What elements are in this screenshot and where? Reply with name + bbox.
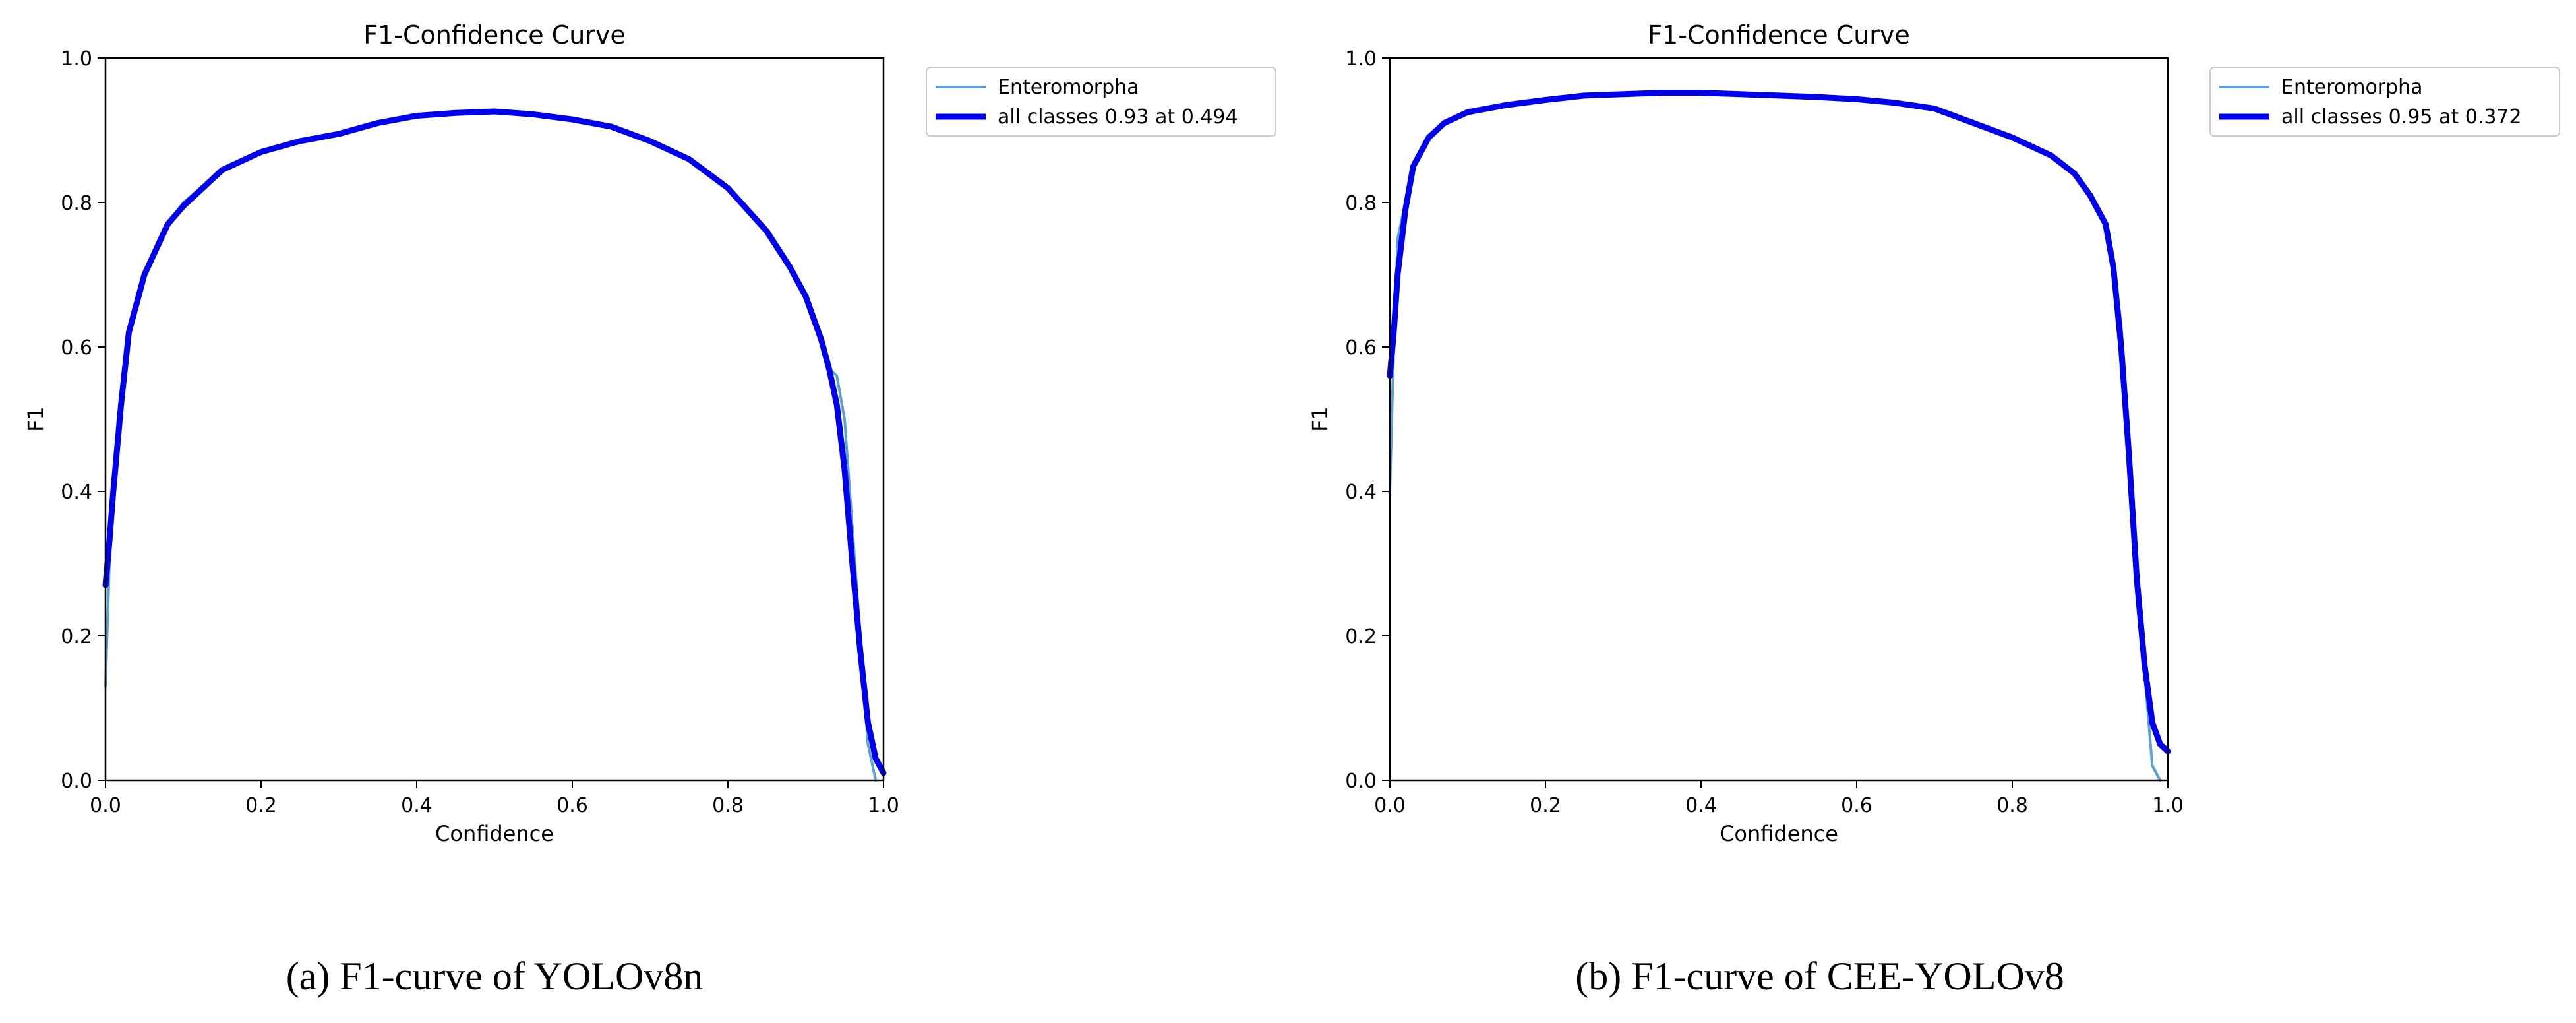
chart1: F1-Confidence Curve 0.0 0.2 0.4 0.6 0.8 1.0 0.0… <box>23 20 1276 998</box>
chart1-series-all-classes-line <box>102 108 887 776</box>
chart2-legend-label: all classes 0.95 at 0.372 <box>2281 106 2522 129</box>
chart1-ytick-label: 0.0 <box>61 770 92 793</box>
chart2-legend: Enteromorpha all classes 0.95 at 0.372 <box>2209 67 2560 137</box>
chart2: F1-Confidence Curve 0.0 0.2 0.4 0.6 0.8 1.0 0.0… <box>1307 20 2560 998</box>
chart2-xtick-label: 1.0 <box>2152 794 2184 817</box>
chart1-title: F1-Confidence Curve <box>363 20 626 49</box>
chart1-legend: Enteromorpha all classes 0.93 at 0.494 <box>926 67 1276 137</box>
chart2-xtick-label: 0.8 <box>1996 794 2028 817</box>
chart2-legend-label: Enteromorpha <box>2281 76 2423 99</box>
chart2-xtick-label: 0.4 <box>1685 794 1717 817</box>
chart1-xtick-label: 0.4 <box>401 794 433 817</box>
chart2-ytick-label: 0.0 <box>1345 770 1377 793</box>
chart1-xtick-label: 0.2 <box>245 794 277 817</box>
chart2-plot-frame <box>1389 57 2169 782</box>
chart1-ytick-label: 0.6 <box>61 336 92 359</box>
chart1-legend-label: all classes 0.93 at 0.494 <box>998 106 1238 129</box>
chart1-xtick-label: 0.6 <box>556 794 588 817</box>
chart1-legend-label: Enteromorpha <box>998 76 1139 99</box>
chart2-xtick-label: 0.0 <box>1374 794 1406 817</box>
chart1-series-enteromorpha-line <box>104 111 878 782</box>
chart1-ylabel: F1 <box>23 406 48 432</box>
chart2-xlabel: Confidence <box>1720 821 1838 846</box>
chart2-xtick-label: 0.6 <box>1841 794 1872 817</box>
chart1-xlabel: Confidence <box>435 821 554 846</box>
chart2-title: F1-Confidence Curve <box>1648 20 1910 49</box>
chart2-series-all-classes-line <box>1387 90 2171 755</box>
chart1-caption: (a) F1-curve of YOLOv8n <box>286 954 704 998</box>
chart1-xtick-label: 0.0 <box>90 794 121 817</box>
chart1-ytick-label: 0.4 <box>61 481 92 504</box>
chart1-xtick-label: 0.8 <box>712 794 744 817</box>
chart2-ytick-label: 0.2 <box>1345 625 1377 648</box>
chart2-ytick-label: 0.4 <box>1345 481 1377 504</box>
chart2-ytick-label: 0.8 <box>1345 192 1377 215</box>
chart1-ytick-label: 0.2 <box>61 625 92 648</box>
chart1-plot-frame <box>104 57 885 782</box>
chart1-ytick-label: 0.8 <box>61 192 92 215</box>
chart1-legend-box <box>926 67 1276 137</box>
chart2-caption: (b) F1-curve of CEE-YOLOv8 <box>1575 954 2064 998</box>
chart2-series-enteromorpha-line <box>1389 91 2162 782</box>
chart2-ytick-label: 0.6 <box>1345 336 1377 359</box>
chart1-ytick-label: 1.0 <box>61 47 92 71</box>
chart2-legend-box <box>2209 67 2560 137</box>
chart1-xtick-label: 1.0 <box>868 794 899 817</box>
chart2-ylabel: F1 <box>1307 406 1333 432</box>
chart2-ytick-label: 1.0 <box>1345 47 1377 71</box>
chart2-xtick-label: 0.2 <box>1530 794 1561 817</box>
